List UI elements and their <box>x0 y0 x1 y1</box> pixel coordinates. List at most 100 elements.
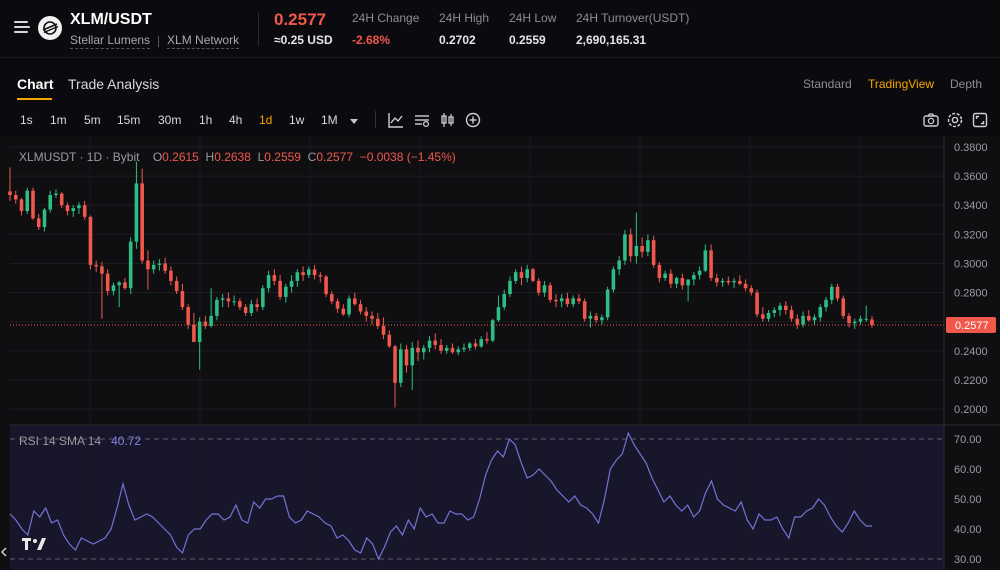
price-tick-label: 0.3400 <box>954 200 988 212</box>
candle-body <box>697 270 702 276</box>
candle-body <box>13 195 18 200</box>
price-chart[interactable]: 0.3800 0.3600 0.3400 0.3200 0.3000 0.2800 0.26… <box>0 136 1000 570</box>
fullscreen-icon[interactable] <box>971 111 989 129</box>
tradingview-logo-icon[interactable] <box>22 537 46 554</box>
candle-body <box>577 298 581 302</box>
timeframe-1M[interactable]: 1M <box>321 113 338 127</box>
stat-label: 24H High <box>439 11 490 25</box>
legend-l-label: L <box>257 150 265 164</box>
candle-body <box>755 292 759 315</box>
timeframe-1m[interactable]: 1m <box>50 113 67 127</box>
timeframe-1w[interactable]: 1w <box>289 113 305 127</box>
rsi-legend[interactable]: RSI 14 SMA 14 40.72 <box>19 434 141 448</box>
timeframe-1d[interactable]: 1d <box>259 113 273 127</box>
rsi-tick-label: 50.00 <box>954 494 982 506</box>
asset-name-link[interactable]: Stellar Lumens <box>70 33 151 49</box>
network-link[interactable]: XLM Network <box>167 33 240 49</box>
candle-body <box>232 301 236 303</box>
timeframe-4h[interactable]: 4h <box>229 113 243 127</box>
candle-body <box>31 190 35 219</box>
candle-body <box>278 280 282 297</box>
candle-body <box>519 272 524 278</box>
candle-body <box>36 218 41 228</box>
gear-icon[interactable] <box>946 111 964 129</box>
candle-body <box>542 285 547 293</box>
candle-body <box>410 347 415 366</box>
candle-body <box>818 307 823 318</box>
camera-icon[interactable] <box>922 111 940 129</box>
candle-body <box>243 307 248 313</box>
rsi-axis: 70.00 60.00 50.00 40.00 30.00 <box>954 434 982 566</box>
timeframe-5m[interactable]: 5m <box>84 113 101 127</box>
legend-c-label: C <box>307 150 317 164</box>
candle-body <box>715 278 719 283</box>
pair-title[interactable]: XLM/USDT <box>70 11 152 28</box>
candle-body <box>778 305 782 311</box>
candle-body <box>571 298 575 305</box>
rsi-label: RSI 14 SMA 14 <box>19 434 102 448</box>
candle-body <box>554 299 558 302</box>
view-standard[interactable]: Standard <box>803 77 852 91</box>
last-price-tag-label: 0.2577 <box>955 320 989 332</box>
stat-label: 24H Turnover(USDT) <box>576 11 690 25</box>
chart-toolbar: 1s 1m 5m 15m 30m 1h 4h 1d 1w 1M <box>0 106 1000 134</box>
price-axis: 0.38000.36000.34000.32000.30000.28000.26… <box>954 142 988 416</box>
legend-open: 0.2615 <box>162 150 199 164</box>
stat-value: -2.68% <box>352 33 391 47</box>
candle-body <box>502 294 506 308</box>
stat-24h-turnover: 24H Turnover(USDT) 2,690,165.31 <box>576 11 689 47</box>
settings-icon[interactable] <box>413 111 431 129</box>
candle-body <box>738 280 742 284</box>
candle-body <box>301 272 305 276</box>
candle-body <box>594 315 598 321</box>
price-tick-label: 0.3600 <box>954 171 988 183</box>
candle-body <box>824 299 828 308</box>
candle-body <box>71 208 75 212</box>
tab-trade-analysis[interactable]: Trade Analysis <box>68 76 160 92</box>
add-icon[interactable] <box>464 111 482 129</box>
candle-body <box>249 304 254 313</box>
candle-body <box>364 311 369 316</box>
candle-body <box>169 270 173 281</box>
candle-body <box>812 317 817 321</box>
candle-body <box>795 318 800 325</box>
candle-body <box>226 298 231 302</box>
candles <box>8 161 874 408</box>
price-tick-label: 0.3000 <box>954 258 988 270</box>
candle-body <box>444 347 449 351</box>
candle-body <box>192 324 196 343</box>
timeframe-30m[interactable]: 30m <box>158 113 182 127</box>
timeframe-15m[interactable]: 15m <box>117 113 141 127</box>
candle-body <box>100 266 104 274</box>
candle-body <box>238 301 242 308</box>
candle-body <box>720 280 725 283</box>
timeframe-1h[interactable]: 1h <box>199 113 213 127</box>
candle-body <box>174 280 179 292</box>
candle-body <box>105 273 110 292</box>
candle-body <box>324 276 328 295</box>
candle-body <box>94 264 98 267</box>
timeframe-dropdown-icon[interactable] <box>350 119 358 124</box>
candle-body <box>761 314 765 319</box>
candle-type-icon[interactable] <box>439 111 457 129</box>
view-tradingview[interactable]: TradingView <box>868 77 935 91</box>
candle-body <box>749 288 754 293</box>
scroll-left-icon[interactable] <box>0 546 10 560</box>
candle-body <box>59 193 64 206</box>
candle-body <box>404 349 409 366</box>
header-divider <box>258 12 259 46</box>
candle-body <box>65 205 70 212</box>
stat-label: 24H Change <box>352 11 420 25</box>
candle-body <box>295 272 300 281</box>
tab-chart[interactable]: Chart <box>17 76 54 92</box>
menu-icon[interactable] <box>14 20 30 34</box>
candle-body <box>307 269 311 276</box>
candle-body <box>508 280 512 295</box>
view-depth[interactable]: Depth <box>950 77 983 91</box>
candle-body <box>318 275 323 277</box>
timeframe-1s[interactable]: 1s <box>20 113 33 127</box>
candle-body <box>841 298 846 316</box>
usd-price: ≈0.25 USD <box>274 33 333 47</box>
legend-high: 0.2638 <box>214 150 251 164</box>
indicator-icon[interactable] <box>387 111 405 129</box>
